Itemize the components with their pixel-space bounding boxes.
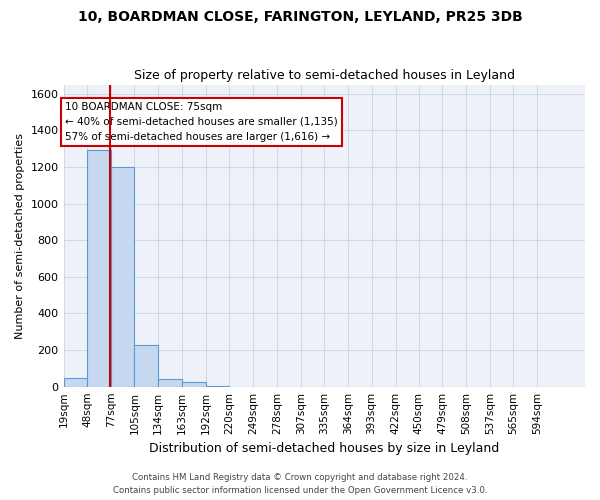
Bar [134, 344, 158, 387]
Bar [158, 380, 182, 386]
Title: Size of property relative to semi-detached houses in Leyland: Size of property relative to semi-detach… [134, 69, 515, 82]
Bar [182, 382, 206, 386]
Bar [64, 378, 88, 386]
Bar [112, 167, 134, 386]
X-axis label: Distribution of semi-detached houses by size in Leyland: Distribution of semi-detached houses by … [149, 442, 499, 455]
Text: 10, BOARDMAN CLOSE, FARINGTON, LEYLAND, PR25 3DB: 10, BOARDMAN CLOSE, FARINGTON, LEYLAND, … [77, 10, 523, 24]
Text: 10 BOARDMAN CLOSE: 75sqm
← 40% of semi-detached houses are smaller (1,135)
57% o: 10 BOARDMAN CLOSE: 75sqm ← 40% of semi-d… [65, 102, 338, 142]
Text: Contains HM Land Registry data © Crown copyright and database right 2024.
Contai: Contains HM Land Registry data © Crown c… [113, 474, 487, 495]
Bar [88, 150, 112, 386]
Y-axis label: Number of semi-detached properties: Number of semi-detached properties [15, 132, 25, 338]
